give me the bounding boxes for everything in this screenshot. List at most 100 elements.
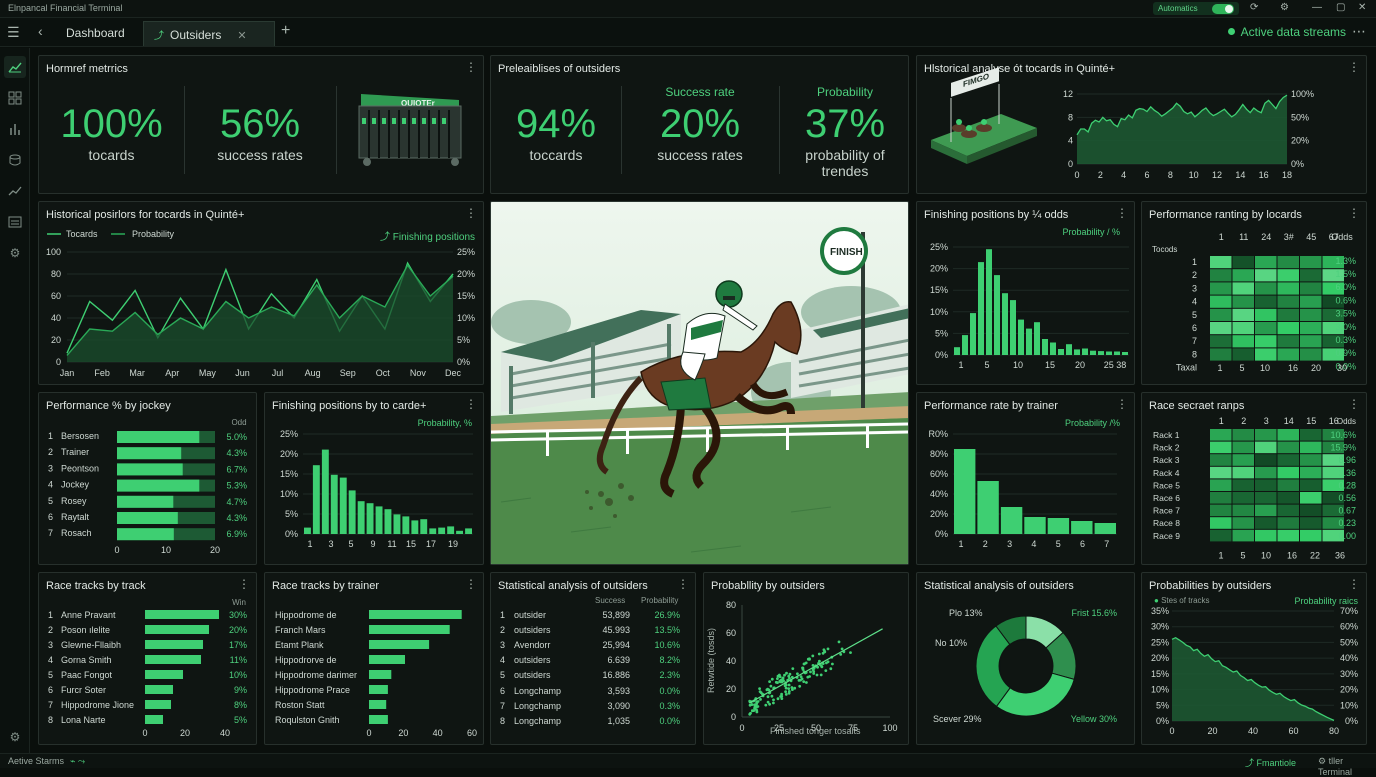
race-scene: FINISH: [491, 202, 908, 564]
row-name: Roston Statt: [275, 700, 325, 710]
heat-cell: [1300, 256, 1322, 269]
scatter-point: [805, 681, 808, 684]
x-tick-label: 5: [984, 360, 989, 370]
panel-menu-icon[interactable]: ⋮: [465, 60, 477, 74]
odds-value: 6.0%: [1335, 282, 1356, 292]
panel-menu-icon[interactable]: ⋮: [238, 577, 250, 591]
chart-tag: Probability, %: [417, 418, 472, 428]
panel-menu-icon[interactable]: ⋮: [465, 206, 477, 220]
status-right-1: ⤴ Fmantiole: [1245, 758, 1297, 768]
donut-hole: [1000, 640, 1052, 692]
close-window-icon[interactable]: ✕: [1358, 2, 1367, 13]
tab-dashboard[interactable]: Dashboard: [56, 21, 135, 46]
maximize-icon[interactable]: ▢: [1336, 2, 1346, 13]
automatics-toggle[interactable]: Automatics: [1153, 2, 1239, 15]
more-options-icon[interactable]: ⋯: [1352, 23, 1366, 39]
scatter-point: [787, 691, 791, 695]
rank: 6: [48, 685, 53, 695]
x-tick-label: 30: [1337, 363, 1347, 373]
x-tick-label: 22: [1310, 550, 1320, 560]
panel-menu-icon[interactable]: ⋮: [1348, 397, 1360, 411]
rank: 7: [48, 700, 53, 710]
panel-menu-icon[interactable]: ⋮: [465, 397, 477, 411]
close-tab-icon[interactable]: ✕: [237, 30, 247, 42]
scatter-point: [801, 666, 805, 670]
bar: [1090, 350, 1096, 355]
heat-cell: [1232, 348, 1254, 361]
heat-cell: [1232, 429, 1254, 441]
x-tick-label: 75: [848, 723, 858, 733]
bar: [1074, 349, 1080, 355]
heat-cell: [1300, 322, 1322, 335]
table-cell: Avendorr: [514, 640, 551, 651]
x-tick-label: Jun: [235, 368, 250, 378]
heat-cell: [1322, 335, 1344, 348]
x-tick-label: 1: [958, 539, 963, 549]
series-area: [67, 265, 453, 362]
chart-tag: Probability / %: [1062, 227, 1120, 237]
heat-cell: [1232, 335, 1254, 348]
gear-icon[interactable]: ⚙: [9, 246, 21, 260]
x-tick-label: 0: [739, 723, 744, 733]
bar: [1071, 521, 1093, 534]
pct-value: 5%: [234, 715, 247, 725]
x-tick-label: 80: [1329, 726, 1339, 736]
add-tab-icon[interactable]: +: [281, 22, 291, 39]
odds-value: 1.3%: [1335, 256, 1356, 266]
metric-label: success rates: [217, 147, 303, 163]
odd-value: 5.3%: [226, 481, 247, 491]
settings-bottom-icon[interactable]: ⚙: [9, 730, 21, 744]
panel-menu-icon[interactable]: ⋮: [677, 577, 689, 591]
database-icon[interactable]: [4, 149, 26, 171]
settings-icon[interactable]: ⚙: [1280, 2, 1289, 13]
scatter-point: [826, 647, 830, 651]
x-tick-label: 3: [1007, 539, 1012, 549]
trend-line-icon[interactable]: [4, 180, 26, 202]
hamburger-menu-icon[interactable]: ☰: [7, 24, 20, 40]
x-tick-label: 1: [307, 539, 312, 549]
grid-icon[interactable]: [4, 87, 26, 109]
tab-outsiders[interactable]: ⤴ Outsiders ✕: [143, 21, 275, 46]
panel-statistical-analysis-donut: Statistical analysis of outsiders Plo 13…: [916, 572, 1135, 745]
status-text: Fmantiole: [1256, 758, 1297, 768]
bar: [369, 640, 430, 649]
bar: [1018, 319, 1024, 355]
bar: [330, 474, 338, 534]
scatter-point: [791, 688, 794, 691]
panel-home-metrics: Hormref metrrics ⋮ 100% tocards 56% succ…: [38, 55, 484, 194]
toggle-switch-icon[interactable]: [1212, 4, 1234, 14]
heat-cell: [1232, 492, 1254, 504]
panel-menu-icon[interactable]: ⋮: [1348, 60, 1360, 74]
line-chart-icon[interactable]: [4, 56, 26, 78]
heat-cell: [1277, 429, 1299, 441]
heat-cell: [1277, 348, 1299, 361]
row-name: Roqulston Gnith: [275, 715, 340, 725]
x-tick-label: 5: [1056, 539, 1061, 549]
panel-menu-icon[interactable]: ⋮: [1348, 577, 1360, 591]
divider: [621, 86, 622, 174]
panel-menu-icon[interactable]: ⋮: [1348, 206, 1360, 220]
x-tick-label: 14: [1235, 170, 1245, 180]
back-arrow-icon[interactable]: ‹: [38, 23, 43, 39]
panel-menu-icon[interactable]: ⋮: [465, 577, 477, 591]
scatter-point: [780, 692, 783, 696]
refresh-icon[interactable]: ⟳: [1250, 2, 1259, 13]
scatter-point: [776, 674, 780, 678]
table-cell: 25,994: [602, 640, 630, 651]
heat-cell: [1300, 429, 1322, 441]
bar: [312, 465, 320, 534]
table-cell: Longchamp: [514, 685, 562, 696]
metric-value: 20%: [659, 102, 741, 146]
panel-menu-icon[interactable]: ⋮: [1116, 397, 1128, 411]
scatter-point: [770, 677, 774, 681]
bar-chart-icon[interactable]: [4, 118, 26, 140]
y-tick-label: 40: [51, 313, 61, 323]
minimize-icon[interactable]: —: [1312, 2, 1322, 13]
y-right-tick-label: 10%: [457, 313, 475, 323]
row-name: Hippodrome de: [275, 610, 337, 620]
scatter-point: [787, 687, 791, 690]
list-icon[interactable]: [4, 211, 26, 233]
x-tick-label: 40: [220, 728, 230, 738]
bar: [1002, 293, 1008, 355]
panel-menu-icon[interactable]: ⋮: [1116, 206, 1128, 220]
